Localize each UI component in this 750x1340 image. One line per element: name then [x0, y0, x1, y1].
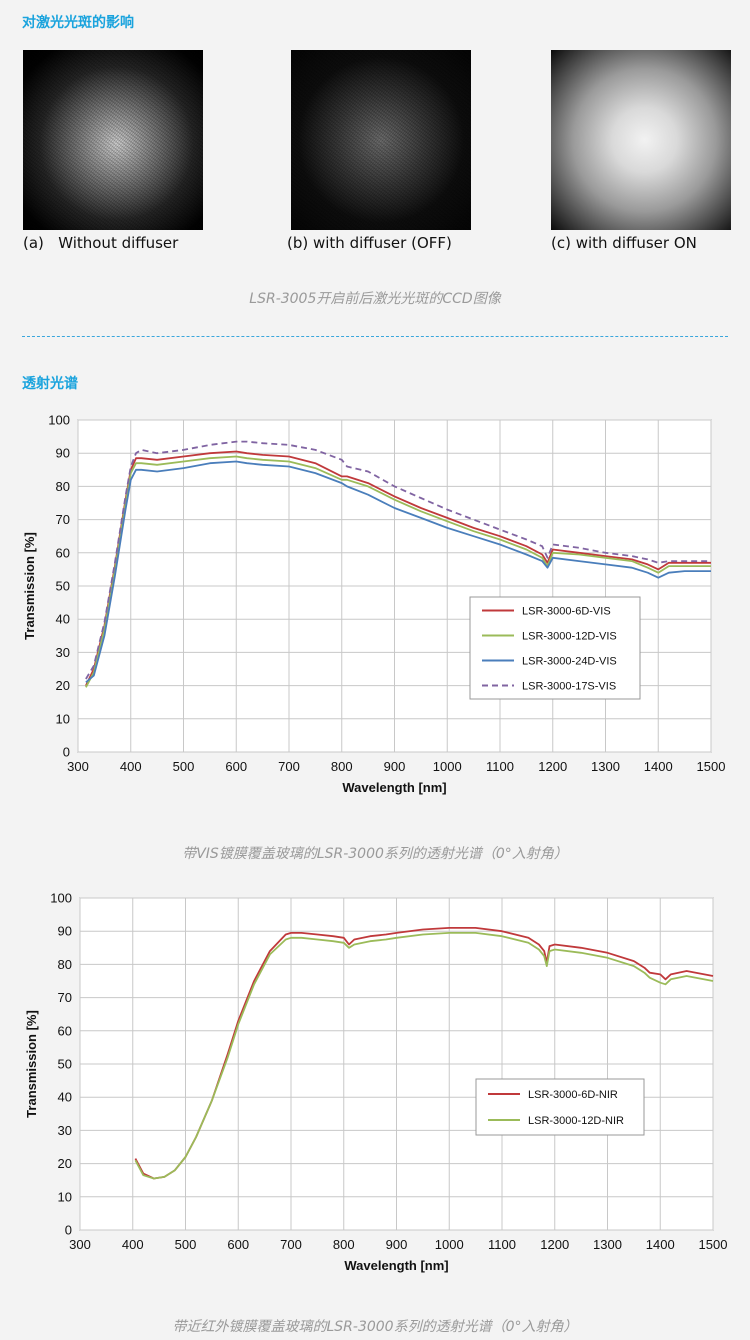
- legend-box: [469, 596, 641, 700]
- x-tick-label: 800: [331, 759, 353, 774]
- x-tick-label: 1400: [646, 1237, 675, 1252]
- y-tick-label: 90: [56, 446, 70, 461]
- x-tick-label: 1200: [540, 1237, 569, 1252]
- y-tick-label: 30: [56, 645, 70, 660]
- y-tick-label: 10: [56, 711, 70, 726]
- x-tick-label: 400: [122, 1237, 144, 1252]
- spot-image-b: [291, 50, 471, 230]
- spot-caption-a: (a) Without diffuser: [23, 234, 179, 252]
- y-tick-label: 0: [63, 745, 70, 760]
- y-tick-label: 80: [56, 479, 70, 494]
- x-axis-label: Wavelength [nm]: [342, 780, 446, 795]
- spot-image-c: [551, 50, 731, 230]
- nir-transmission-chart: 300 400 500 600 700 800 900 1000 1100 1200 1300 140…: [24, 891, 728, 1274]
- x-tick-label: 700: [278, 759, 300, 774]
- section-title-transmission: 透射光谱: [22, 376, 78, 392]
- legend-box: [475, 1078, 645, 1136]
- y-tick-label: 100: [48, 413, 70, 428]
- spot-image-a: [23, 50, 203, 230]
- y-tick-label: 10: [58, 1189, 72, 1204]
- y-axis-label: Transmission [%]: [24, 1010, 39, 1118]
- x-tick-label: 300: [67, 759, 89, 774]
- x-tick-label: 500: [173, 759, 195, 774]
- x-tick-label: 900: [384, 759, 406, 774]
- x-tick-label: 800: [333, 1237, 355, 1252]
- spots-figure-caption: LSR-3005开启前后激光光斑的CCD图像: [249, 291, 501, 307]
- x-tick-label: 1000: [435, 1237, 464, 1252]
- legend-label: LSR-3000-24D-VIS: [522, 656, 617, 668]
- section-title-laser-spot: 对激光光斑的影响: [22, 15, 134, 31]
- y-tick-label: 30: [58, 1123, 72, 1138]
- x-tick-label: 1500: [697, 759, 726, 774]
- y-axis-label: Transmission [%]: [22, 532, 37, 640]
- y-tick-label: 20: [58, 1156, 72, 1171]
- y-tick-label: 50: [56, 579, 70, 594]
- legend-label: LSR-3000-6D-VIS: [522, 606, 611, 618]
- vis-transmission-chart: 300 400 500 600 700 800 900 1000 1100 1200 1300 140…: [22, 413, 726, 796]
- x-tick-label: 1400: [644, 759, 673, 774]
- series-line-lsr-3000-24d-vis: [85, 460, 711, 683]
- y-tick-label: 0: [65, 1223, 72, 1238]
- legend-label: LSR-3000-12D-NIR: [528, 1115, 624, 1127]
- section-divider: [22, 336, 728, 337]
- y-tick-label: 70: [56, 512, 70, 527]
- x-tick-label: 1000: [433, 759, 462, 774]
- x-tick-label: 1100: [486, 759, 514, 774]
- x-tick-label: 1200: [538, 759, 567, 774]
- spot-caption-c: (c) with diffuser ON: [551, 234, 697, 252]
- x-tick-label: 900: [386, 1237, 408, 1252]
- y-tick-label: 70: [58, 990, 72, 1005]
- y-tick-label: 50: [58, 1057, 72, 1072]
- y-tick-label: 80: [58, 957, 72, 972]
- x-tick-label: 300: [69, 1237, 91, 1252]
- spot-caption-b: (b) with diffuser (OFF): [287, 234, 452, 252]
- series-line-lsr-3000-12d-nir: [134, 932, 714, 1180]
- x-tick-label: 600: [227, 1237, 249, 1252]
- y-tick-label: 90: [58, 924, 72, 939]
- legend-label: LSR-3000-12D-VIS: [522, 631, 617, 643]
- y-tick-label: 20: [56, 678, 70, 693]
- series-line-lsr-3000-6d-vis: [85, 450, 711, 686]
- x-tick-label: 400: [120, 759, 142, 774]
- x-tick-label: 1100: [488, 1237, 516, 1252]
- x-tick-label: 600: [225, 759, 247, 774]
- x-tick-label: 1500: [699, 1237, 728, 1252]
- y-tick-label: 40: [56, 612, 70, 627]
- y-tick-label: 60: [58, 1023, 72, 1038]
- y-tick-label: 100: [50, 891, 72, 906]
- series-line-lsr-3000-17s-vis: [85, 440, 711, 680]
- x-tick-label: 700: [280, 1237, 302, 1252]
- series-line-lsr-3000-12d-vis: [85, 455, 711, 688]
- x-tick-label: 1300: [591, 759, 620, 774]
- x-axis-label: Wavelength [nm]: [344, 1258, 448, 1273]
- chart2-caption: 带近红外镀膜覆盖玻璃的LSR-3000系列的透射光谱（0°入射角）: [172, 1319, 578, 1335]
- legend-label: LSR-3000-17S-VIS: [522, 681, 616, 693]
- y-tick-label: 40: [58, 1090, 72, 1105]
- legend-label: LSR-3000-6D-NIR: [528, 1089, 618, 1101]
- x-tick-label: 500: [175, 1237, 197, 1252]
- y-tick-label: 60: [56, 545, 70, 560]
- x-tick-label: 1300: [593, 1237, 622, 1252]
- chart1-caption: 带VIS镀膜覆盖玻璃的LSR-3000系列的透射光谱（0°入射角）: [182, 846, 568, 862]
